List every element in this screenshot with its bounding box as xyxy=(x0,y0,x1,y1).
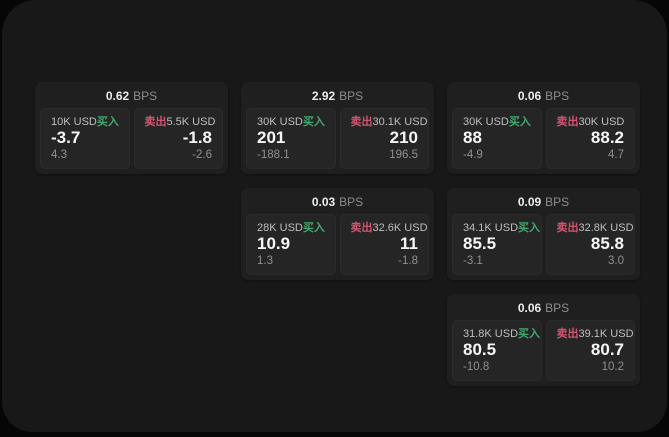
buy-quote-panel[interactable]: 28K USD 买入 10.9 1.3 xyxy=(246,214,336,275)
quote-pair: 10K USD 买入 -3.7 4.3 卖出 5.5K USD -1.8 -2.… xyxy=(35,108,228,174)
buy-notional: 28K USD xyxy=(257,222,303,234)
quote-pair: 28K USD 买入 10.9 1.3 卖出 32.6K USD 11 -1.8 xyxy=(241,214,434,280)
bps-header: 0.06 BPS xyxy=(447,82,640,108)
quote-pair: 31.8K USD 买入 80.5 -10.8 卖出 39.1K USD 80.… xyxy=(447,320,640,386)
bps-value: 0.03 xyxy=(311,195,336,209)
sell-notional: 30K USD xyxy=(578,116,625,128)
buy-quote-panel[interactable]: 30K USD 买入 88 -4.9 xyxy=(452,108,542,169)
sell-quote-panel[interactable]: 卖出 39.1K USD 80.7 10.2 xyxy=(545,320,635,381)
sell-side-label: 卖出 xyxy=(144,116,167,128)
buy-price: 201 xyxy=(257,128,286,148)
buy-side-label: 买入 xyxy=(518,328,541,340)
buy-side-label: 买入 xyxy=(508,116,531,128)
quote-card: 0.06 BPS 30K USD 买入 88 -4.9 卖出 30K USD xyxy=(447,82,640,174)
buy-price: -3.7 xyxy=(51,128,81,148)
buy-quote-panel[interactable]: 10K USD 买入 -3.7 4.3 xyxy=(40,108,130,169)
buy-quote-panel[interactable]: 31.8K USD 买入 80.5 -10.8 xyxy=(452,320,542,381)
quote-board: 0.62 BPS 10K USD 买入 -3.7 4.3 卖出 5.5K USD xyxy=(35,82,640,386)
bps-header: 0.06 BPS xyxy=(447,294,640,320)
bps-unit-label: BPS xyxy=(545,89,570,103)
sell-quote-panel[interactable]: 卖出 30K USD 88.2 4.7 xyxy=(545,108,635,169)
sell-price: 80.7 xyxy=(590,340,624,360)
buy-change: -4.9 xyxy=(463,149,483,162)
sell-side-label: 卖出 xyxy=(556,116,579,128)
buy-price: 80.5 xyxy=(463,340,497,360)
buy-side-label: 买入 xyxy=(96,116,119,128)
buy-notional: 10K USD xyxy=(51,116,97,128)
bps-header: 2.92 BPS xyxy=(241,82,434,108)
buy-notional: 30K USD xyxy=(257,116,303,128)
sell-quote-panel[interactable]: 卖出 30.1K USD 210 196.5 xyxy=(339,108,429,169)
sell-notional: 32.6K USD xyxy=(372,222,428,234)
sell-change: 196.5 xyxy=(389,149,418,162)
buy-quote-panel[interactable]: 34.1K USD 买入 85.5 -3.1 xyxy=(452,214,542,275)
bps-unit-label: BPS xyxy=(133,89,158,103)
buy-change: -188.1 xyxy=(257,149,290,162)
bps-unit-label: BPS xyxy=(545,301,570,315)
buy-price: 88 xyxy=(463,128,482,148)
sell-price: 210 xyxy=(389,128,418,148)
bps-value: 0.09 xyxy=(517,195,542,209)
buy-notional: 30K USD xyxy=(463,116,509,128)
buy-quote-panel[interactable]: 30K USD 买入 201 -188.1 xyxy=(246,108,336,169)
sell-notional: 39.1K USD xyxy=(578,328,634,340)
sell-notional: 5.5K USD xyxy=(166,116,216,128)
sell-change: 4.7 xyxy=(608,149,624,162)
sell-side-label: 卖出 xyxy=(350,116,373,128)
bps-header: 0.09 BPS xyxy=(447,188,640,214)
bps-header: 0.62 BPS xyxy=(35,82,228,108)
sell-change: -2.6 xyxy=(192,149,212,162)
sell-side-label: 卖出 xyxy=(556,328,579,340)
quote-pair: 30K USD 买入 88 -4.9 卖出 30K USD 88.2 4.7 xyxy=(447,108,640,174)
buy-change: -10.8 xyxy=(463,361,490,374)
buy-change: 4.3 xyxy=(51,149,67,162)
buy-notional: 31.8K USD xyxy=(463,328,519,340)
sell-price: 85.8 xyxy=(590,234,624,254)
bps-header: 0.03 BPS xyxy=(241,188,434,214)
buy-notional: 34.1K USD xyxy=(463,222,519,234)
sell-price: 11 xyxy=(400,234,418,254)
sell-change: 3.0 xyxy=(608,255,624,268)
quote-card: 0.06 BPS 31.8K USD 买入 80.5 -10.8 卖出 39.1… xyxy=(447,294,640,386)
quote-card: 0.62 BPS 10K USD 买入 -3.7 4.3 卖出 5.5K USD xyxy=(35,82,228,174)
buy-side-label: 买入 xyxy=(518,222,541,234)
buy-side-label: 买入 xyxy=(302,222,325,234)
sell-notional: 30.1K USD xyxy=(372,116,428,128)
bps-unit-label: BPS xyxy=(339,195,364,209)
quote-card: 2.92 BPS 30K USD 买入 201 -188.1 卖出 30.1K … xyxy=(241,82,434,174)
sell-side-label: 卖出 xyxy=(556,222,579,234)
quote-pair: 34.1K USD 买入 85.5 -3.1 卖出 32.8K USD 85.8… xyxy=(447,214,640,280)
bps-value: 2.92 xyxy=(311,89,336,103)
buy-price: 85.5 xyxy=(463,234,497,254)
sell-price: -1.8 xyxy=(182,128,212,148)
bps-unit-label: BPS xyxy=(545,195,570,209)
quote-card: 0.03 BPS 28K USD 买入 10.9 1.3 卖出 32.6K US… xyxy=(241,188,434,280)
buy-change: -3.1 xyxy=(463,255,483,268)
bps-value: 0.06 xyxy=(517,301,542,315)
sell-quote-panel[interactable]: 卖出 32.6K USD 11 -1.8 xyxy=(339,214,429,275)
quote-pair: 30K USD 买入 201 -188.1 卖出 30.1K USD 210 1… xyxy=(241,108,434,174)
sell-side-label: 卖出 xyxy=(350,222,373,234)
bps-unit-label: BPS xyxy=(339,89,364,103)
buy-change: 1.3 xyxy=(257,255,273,268)
sell-change: -1.8 xyxy=(398,255,418,268)
quote-card: 0.09 BPS 34.1K USD 买入 85.5 -3.1 卖出 32.8K… xyxy=(447,188,640,280)
bps-value: 0.62 xyxy=(105,89,130,103)
sell-price: 88.2 xyxy=(590,128,624,148)
sell-change: 10.2 xyxy=(601,361,624,374)
sell-quote-panel[interactable]: 卖出 5.5K USD -1.8 -2.6 xyxy=(133,108,223,169)
sell-quote-panel[interactable]: 卖出 32.8K USD 85.8 3.0 xyxy=(545,214,635,275)
buy-side-label: 买入 xyxy=(302,116,325,128)
bps-value: 0.06 xyxy=(517,89,542,103)
sell-notional: 32.8K USD xyxy=(578,222,634,234)
buy-price: 10.9 xyxy=(257,234,291,254)
